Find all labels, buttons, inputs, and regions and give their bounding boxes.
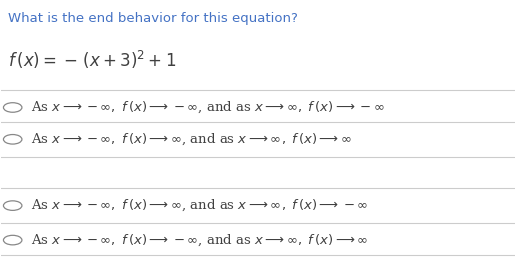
- Text: As $x \longrightarrow -\infty,\; f\,(x) \longrightarrow -\infty$, and as $x \lon: As $x \longrightarrow -\infty,\; f\,(x) …: [31, 100, 385, 115]
- Text: As $x \longrightarrow -\infty,\; f\,(x) \longrightarrow \infty$, and as $x \long: As $x \longrightarrow -\infty,\; f\,(x) …: [31, 198, 368, 213]
- Text: As $x \longrightarrow -\infty,\; f\,(x) \longrightarrow -\infty$, and as $x \lon: As $x \longrightarrow -\infty,\; f\,(x) …: [31, 232, 368, 248]
- Text: $f\,(x) = -\,(x+3)^2 + 1$: $f\,(x) = -\,(x+3)^2 + 1$: [8, 49, 176, 71]
- Text: What is the end behavior for this equation?: What is the end behavior for this equati…: [8, 12, 297, 25]
- Text: As $x \longrightarrow -\infty,\; f\,(x) \longrightarrow \infty$, and as $x \long: As $x \longrightarrow -\infty,\; f\,(x) …: [31, 132, 352, 147]
